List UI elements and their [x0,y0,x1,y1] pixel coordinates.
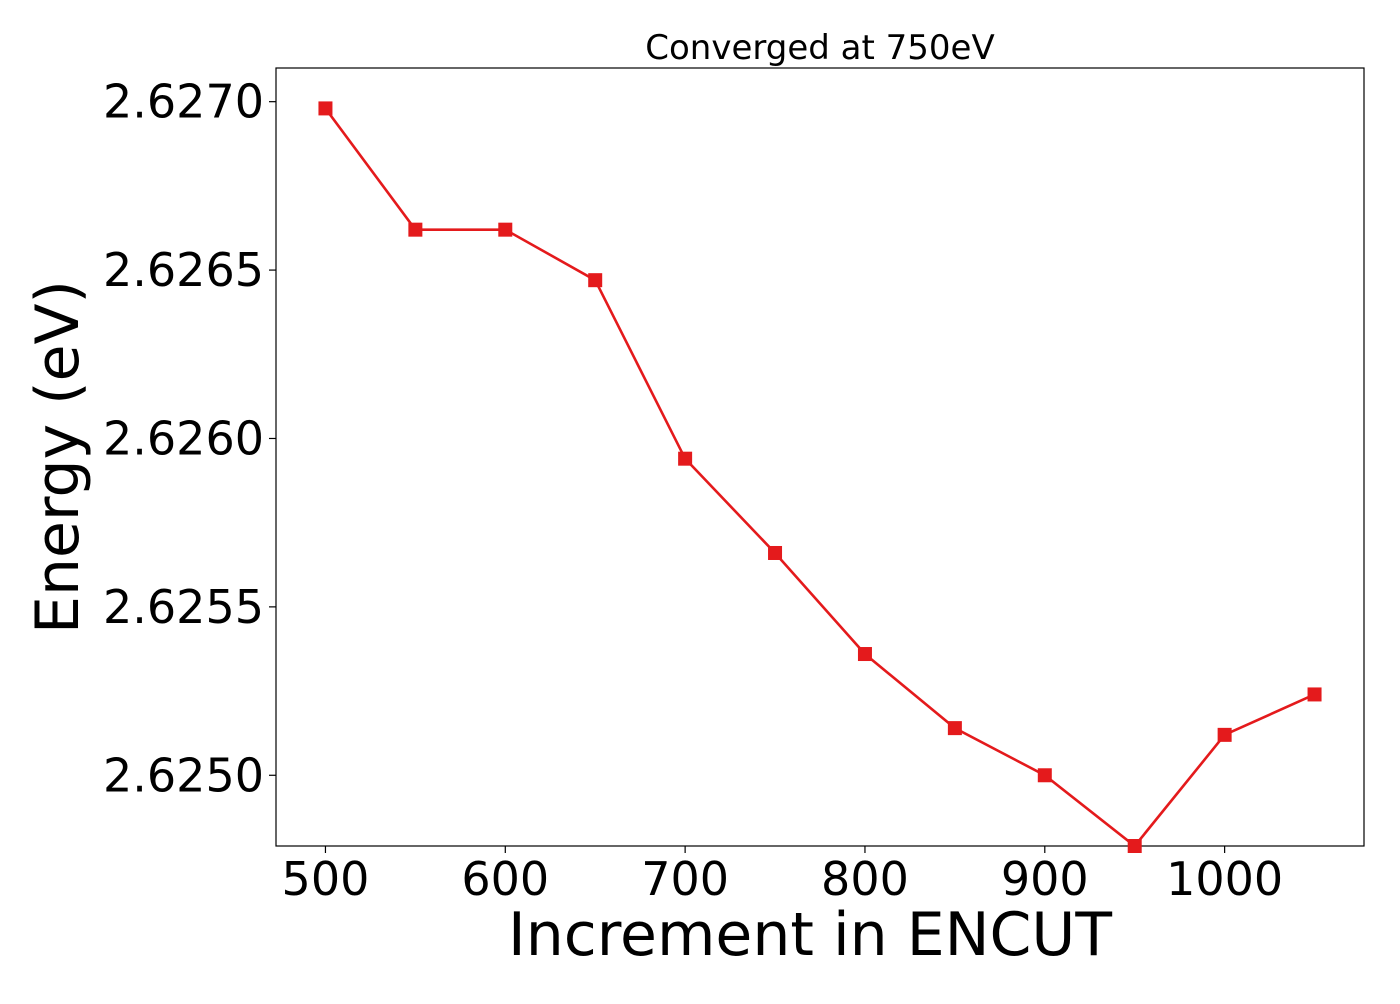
chart-title: Converged at 750eV [645,28,994,68]
data-point-marker [588,273,603,288]
plot-frame [275,67,1365,847]
data-point-marker [768,545,783,560]
data-point-marker [947,721,962,736]
y-axis-ticks: 2.6250 2.6255 2.6260 2.6265 2.6270 [103,75,276,802]
x-tick-label: 1000 [1166,852,1283,906]
data-point-marker [1127,839,1142,853]
x-axis-ticks: 500 600 700 800 900 1000 [282,846,1283,906]
data-point-marker [498,222,513,237]
data-point-marker [318,101,333,116]
y-tick-label: 2.6255 [103,580,264,634]
data-point-marker [1037,768,1052,783]
x-tick-label: 700 [641,852,729,906]
y-tick-label: 2.6250 [103,748,264,802]
x-axis-label: Increment in ENCUT [508,900,1112,970]
y-tick-label: 2.6270 [103,75,264,129]
y-tick-label: 2.6265 [103,243,264,297]
x-tick-label: 500 [282,852,370,906]
data-point-marker [408,222,423,237]
x-tick-label: 900 [1001,852,1089,906]
x-tick-label: 800 [821,852,909,906]
series-line [324,107,1316,848]
data-point-marker [678,451,693,466]
series-layer [318,101,1322,853]
y-tick-label: 2.6260 [103,411,264,465]
x-tick-label: 600 [461,852,549,906]
y-axis-label: Energy (eV) [23,280,93,634]
data-point-marker [1307,687,1322,702]
data-point-marker [857,647,872,662]
data-point-marker [1217,727,1232,742]
